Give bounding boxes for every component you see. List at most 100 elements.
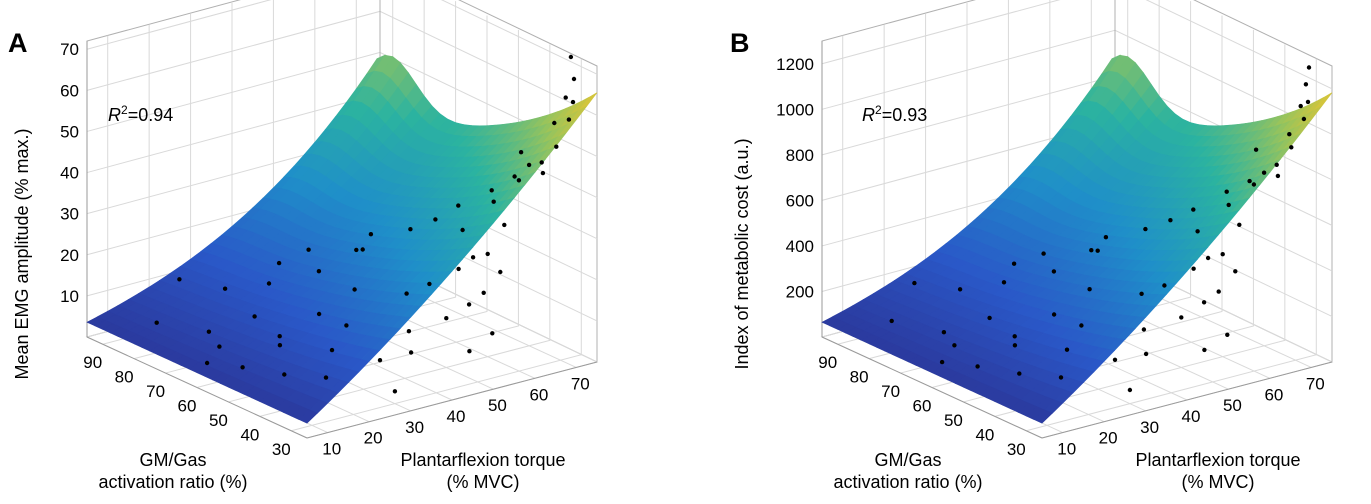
- z-tick-label: 70: [60, 40, 79, 59]
- x-tick-label: 70: [571, 374, 590, 393]
- y-tick-label: 80: [115, 368, 134, 387]
- data-point: [1216, 289, 1221, 294]
- data-point: [1087, 287, 1092, 292]
- data-point: [1191, 207, 1196, 212]
- data-point: [498, 269, 503, 275]
- data-point: [354, 247, 359, 253]
- axis-title-line: activation ratio (%): [98, 472, 247, 492]
- y-tick-label: 60: [913, 397, 932, 416]
- data-point: [1301, 116, 1307, 122]
- x-tick-label: 30: [1140, 418, 1159, 437]
- panel-b-r2-r: R: [862, 105, 875, 125]
- panel-a-r2-r: R: [108, 105, 121, 125]
- data-point: [456, 203, 461, 208]
- data-point: [1011, 261, 1017, 266]
- data-point: [1079, 323, 1084, 328]
- data-point: [456, 266, 461, 272]
- z-tick-label: 400: [786, 237, 814, 256]
- x-tick-label: 50: [488, 396, 507, 415]
- y-tick-label: 70: [881, 382, 900, 401]
- data-point: [352, 287, 357, 292]
- y-tick-label: 70: [146, 382, 165, 401]
- data-point: [1095, 248, 1100, 253]
- data-point: [460, 227, 465, 233]
- panel-a-z-ticks: 10 20 30 40 50 60 70: [60, 40, 79, 306]
- data-point: [491, 199, 496, 204]
- data-point: [552, 120, 557, 126]
- data-point: [1205, 255, 1211, 261]
- y-tick-label: 30: [272, 440, 291, 459]
- axis-title-line: GM/Gas: [139, 450, 206, 470]
- data-point: [1303, 82, 1309, 87]
- data-point: [1275, 173, 1281, 179]
- data-point: [329, 347, 335, 353]
- y-tick-label: 60: [178, 397, 197, 416]
- data-point: [1162, 283, 1167, 288]
- data-point: [563, 95, 568, 100]
- data-point: [266, 281, 272, 286]
- data-point: [470, 255, 476, 260]
- data-point: [566, 117, 572, 122]
- y-tick-label: 90: [83, 353, 102, 372]
- data-point: [1064, 347, 1070, 352]
- data-point: [316, 311, 322, 317]
- z-tick-label: 20: [60, 246, 79, 265]
- data-point: [1127, 387, 1133, 393]
- data-point: [466, 302, 472, 307]
- data-point: [889, 318, 894, 324]
- data-point: [1220, 252, 1225, 257]
- data-point: [1306, 65, 1312, 70]
- data-point: [1289, 145, 1294, 150]
- x-tick-label: 40: [447, 407, 466, 426]
- data-point: [554, 144, 559, 149]
- z-tick-label: 1000: [776, 100, 814, 119]
- data-point: [568, 54, 574, 60]
- data-point: [952, 343, 957, 348]
- data-point: [408, 350, 414, 355]
- x-axis-line: [1041, 361, 1333, 439]
- surface-patch: [1033, 409, 1053, 424]
- panel-a-r2-annotation: R2=0.94: [108, 103, 173, 125]
- data-point: [1251, 182, 1257, 187]
- data-point: [217, 344, 222, 349]
- panel-b-points: [889, 65, 1312, 393]
- data-point: [570, 99, 576, 105]
- data-point: [368, 232, 374, 237]
- data-point: [485, 251, 490, 257]
- x-tick-label: 10: [1057, 440, 1076, 459]
- panel-a-r2-sup: 2: [121, 103, 128, 117]
- data-point: [1261, 170, 1267, 175]
- y-tick-label: 90: [818, 353, 837, 372]
- data-point: [316, 269, 322, 274]
- y-gridline: [291, 58, 582, 432]
- y-tick-label: 40: [975, 425, 994, 444]
- panel-b-r2-annotation: R2=0.93: [862, 103, 927, 125]
- data-point: [282, 372, 287, 377]
- data-point: [222, 286, 228, 291]
- data-point: [539, 160, 544, 165]
- x-tick-label: 50: [1223, 396, 1242, 415]
- data-point: [1224, 189, 1229, 194]
- x-axis-line: [306, 361, 598, 439]
- z-gridline: [821, 0, 1333, 90]
- data-point: [502, 222, 507, 228]
- data-point: [1112, 357, 1118, 362]
- panel-a-x-ticks: 10 20 30 40 50 60 70: [322, 374, 590, 458]
- y-tick-label: 40: [240, 425, 259, 444]
- data-point: [1103, 235, 1109, 240]
- data-point: [392, 389, 398, 394]
- z-tick-label: 10: [60, 287, 79, 306]
- data-point: [1141, 327, 1147, 332]
- panel-b-z-ticks: 200 400 600 800 1000 1200: [776, 55, 814, 302]
- y-gridline: [1026, 58, 1317, 432]
- panel-a-r2-value: =0.94: [128, 105, 174, 125]
- axis-title-line: GM/Gas: [874, 450, 941, 470]
- data-point: [1143, 351, 1149, 357]
- panel-a-points: [154, 54, 577, 394]
- z-gridline: [86, 0, 598, 75]
- y-axis-line: [86, 336, 308, 439]
- data-point: [1041, 251, 1046, 256]
- data-point: [177, 277, 182, 282]
